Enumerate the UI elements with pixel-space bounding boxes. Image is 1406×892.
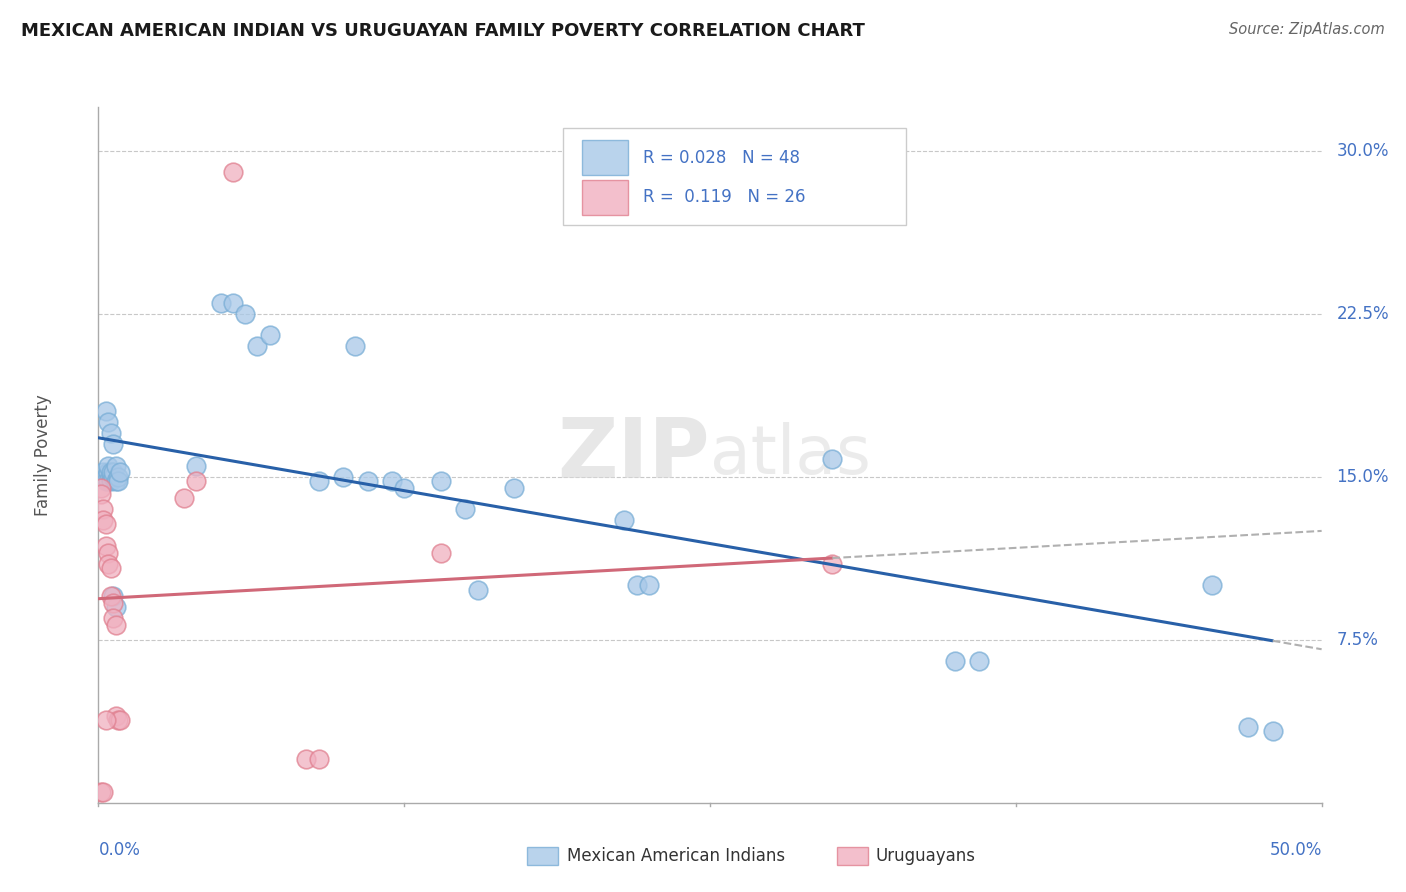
Point [308, 474, 330, 488]
Point [295, 752, 318, 766]
Point [943, 655, 966, 669]
Text: ZIP: ZIP [558, 415, 710, 495]
Point [110, 466, 132, 480]
Point [94, 713, 117, 727]
Text: Uruguayans: Uruguayans [876, 847, 976, 865]
Point [209, 295, 232, 310]
Point [308, 752, 330, 766]
Text: 30.0%: 30.0% [1336, 142, 1389, 160]
Point [90, 487, 112, 501]
Point [100, 561, 122, 575]
Text: 50.0%: 50.0% [1270, 841, 1322, 859]
Point [97, 415, 120, 429]
Point [1201, 578, 1223, 592]
Point [356, 474, 378, 488]
Point [104, 458, 127, 473]
FancyBboxPatch shape [582, 140, 628, 175]
Point [101, 589, 124, 603]
Point [94, 404, 117, 418]
Point [91, 502, 114, 516]
Point [100, 466, 122, 480]
Point [1261, 724, 1284, 739]
Point [101, 611, 124, 625]
Point [97, 557, 120, 571]
Point [967, 655, 990, 669]
Point [97, 458, 120, 473]
Point [332, 469, 354, 483]
Point [90, 481, 112, 495]
Point [246, 339, 269, 353]
Point [101, 437, 124, 451]
Point [101, 469, 124, 483]
Point [101, 596, 124, 610]
Text: Mexican American Indians: Mexican American Indians [567, 847, 785, 865]
Text: Source: ZipAtlas.com: Source: ZipAtlas.com [1229, 22, 1385, 37]
Point [467, 582, 489, 597]
Point [91, 513, 114, 527]
Point [104, 600, 127, 615]
Point [97, 474, 120, 488]
Point [454, 502, 477, 516]
Point [101, 466, 124, 480]
Point [576, 198, 599, 212]
Point [381, 474, 404, 488]
Point [613, 513, 636, 527]
Point [233, 307, 256, 321]
Point [222, 165, 245, 179]
Text: R = 0.028   N = 48: R = 0.028 N = 48 [643, 149, 800, 167]
Point [104, 617, 127, 632]
Point [430, 474, 453, 488]
Point [430, 546, 453, 560]
Point [91, 785, 114, 799]
Text: MEXICAN AMERICAN INDIAN VS URUGUAYAN FAMILY POVERTY CORRELATION CHART: MEXICAN AMERICAN INDIAN VS URUGUAYAN FAM… [21, 22, 865, 40]
Point [100, 474, 122, 488]
Text: R =  0.119   N = 26: R = 0.119 N = 26 [643, 188, 806, 206]
Point [91, 466, 114, 480]
Point [1237, 720, 1260, 734]
Text: 7.5%: 7.5% [1336, 631, 1378, 648]
Point [90, 785, 112, 799]
Point [503, 481, 526, 495]
Point [637, 578, 661, 592]
Point [626, 578, 648, 592]
Point [94, 474, 117, 488]
Text: atlas: atlas [710, 422, 870, 488]
Text: 0.0%: 0.0% [98, 841, 141, 859]
Point [107, 474, 129, 488]
FancyBboxPatch shape [564, 128, 905, 226]
Text: 22.5%: 22.5% [1336, 304, 1389, 323]
Point [392, 481, 416, 495]
Point [94, 517, 117, 532]
Point [186, 458, 208, 473]
Point [173, 491, 195, 506]
Point [104, 708, 127, 723]
Point [107, 713, 129, 727]
Text: 15.0%: 15.0% [1336, 467, 1389, 485]
Point [100, 426, 122, 441]
Point [100, 589, 122, 603]
Point [100, 469, 122, 483]
FancyBboxPatch shape [582, 180, 628, 215]
Point [186, 474, 208, 488]
Point [344, 339, 367, 353]
Point [94, 469, 117, 483]
Point [94, 539, 117, 553]
Point [107, 469, 129, 483]
Point [104, 474, 127, 488]
Point [222, 295, 245, 310]
Point [821, 557, 844, 571]
Point [110, 713, 132, 727]
Point [259, 328, 281, 343]
Point [97, 546, 120, 560]
Point [97, 466, 120, 480]
Text: Family Poverty: Family Poverty [34, 394, 52, 516]
Point [821, 452, 844, 467]
